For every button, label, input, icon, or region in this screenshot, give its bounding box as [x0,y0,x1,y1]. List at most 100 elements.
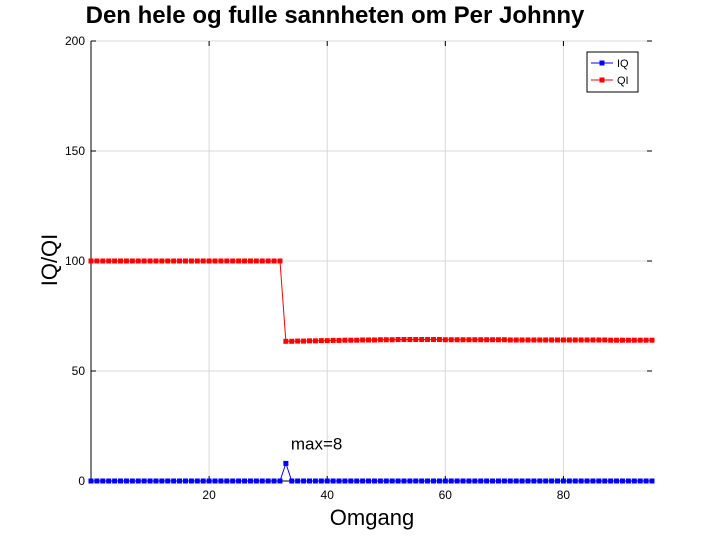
data-point-qi [649,337,655,343]
data-point-iq [312,478,318,484]
data-point-iq [171,478,177,484]
data-point-iq [318,478,324,484]
data-point-iq [555,478,561,484]
data-point-qi [306,338,312,344]
data-point-iq [578,478,584,484]
data-point-iq [401,478,407,484]
y-tick-label: 200 [65,34,85,48]
data-point-qi [265,258,271,264]
data-point-iq [182,478,188,484]
data-point-iq [242,478,248,484]
data-point-qi [354,337,360,343]
series-qi [88,258,655,344]
data-point-qi [619,337,625,343]
data-point-iq [507,478,513,484]
data-point-iq [112,478,118,484]
data-point-qi [490,337,496,343]
data-point-qi [383,337,389,343]
data-point-iq [495,478,501,484]
data-point-qi [425,337,431,343]
data-point-iq [419,478,425,484]
data-point-qi [283,338,289,344]
legend-marker-qi [599,77,605,83]
data-point-qi [88,258,94,264]
x-tick-label: 40 [321,488,335,502]
data-point-iq [265,478,271,484]
data-point-qi [519,337,525,343]
data-point-qi [153,258,159,264]
data-point-qi [454,337,460,343]
data-point-qi [271,258,277,264]
data-point-iq [602,478,608,484]
data-point-qi [460,337,466,343]
legend-marker-iq [599,60,605,66]
data-point-qi [147,258,153,264]
data-point-iq [88,478,94,484]
data-point-qi [230,258,236,264]
data-point-qi [312,338,318,344]
y-tick-label: 0 [78,474,85,488]
data-point-iq [324,478,330,484]
data-point-iq [383,478,389,484]
data-point-qi [631,337,637,343]
data-point-iq [366,478,372,484]
data-point-iq [631,478,637,484]
data-point-qi [472,337,478,343]
data-point-iq [123,478,129,484]
x-tick-label: 20 [202,488,216,502]
data-point-qi [513,337,519,343]
data-point-iq [572,478,578,484]
data-point-iq [448,478,454,484]
data-point-qi [242,258,248,264]
series-group [88,258,655,484]
data-point-iq [425,478,431,484]
legend-box [586,51,639,93]
data-point-iq [566,478,572,484]
data-point-iq [501,478,507,484]
data-point-qi [637,337,643,343]
data-point-iq [247,478,253,484]
data-point-iq [147,478,153,484]
data-point-qi [301,338,307,344]
data-point-iq [218,478,224,484]
data-point-iq [200,478,206,484]
data-point-qi [495,337,501,343]
data-point-qi [247,258,253,264]
data-point-qi [171,258,177,264]
data-point-iq [177,478,183,484]
series-line-qi [91,260,652,342]
legend-label-iq: IQ [617,58,629,70]
data-point-qi [560,337,566,343]
data-point-iq [165,478,171,484]
y-tick-label: 50 [72,364,86,378]
data-point-iq [413,478,419,484]
data-point-iq [454,478,460,484]
data-point-iq [584,478,590,484]
data-point-qi [277,258,283,264]
data-point-iq [277,478,283,484]
data-point-iq [206,478,212,484]
data-point-iq [212,478,218,484]
data-point-qi [608,337,614,343]
data-point-qi [501,337,507,343]
data-point-iq [342,478,348,484]
data-point-qi [537,337,543,343]
data-point-iq [596,478,602,484]
data-point-qi [442,337,448,343]
data-point-iq [194,478,200,484]
data-point-iq [100,478,106,484]
data-point-iq [354,478,360,484]
y-tick-label: 150 [65,144,85,158]
data-point-iq [643,478,649,484]
data-point-iq [407,478,413,484]
data-point-iq [543,478,549,484]
data-point-qi [342,337,348,343]
data-point-iq [253,478,259,484]
data-point-qi [555,337,561,343]
data-point-qi [106,258,112,264]
data-point-qi [625,337,631,343]
series-line-iq [91,461,652,482]
data-point-qi [259,258,265,264]
data-point-qi [289,338,295,344]
data-point-qi [330,337,336,343]
